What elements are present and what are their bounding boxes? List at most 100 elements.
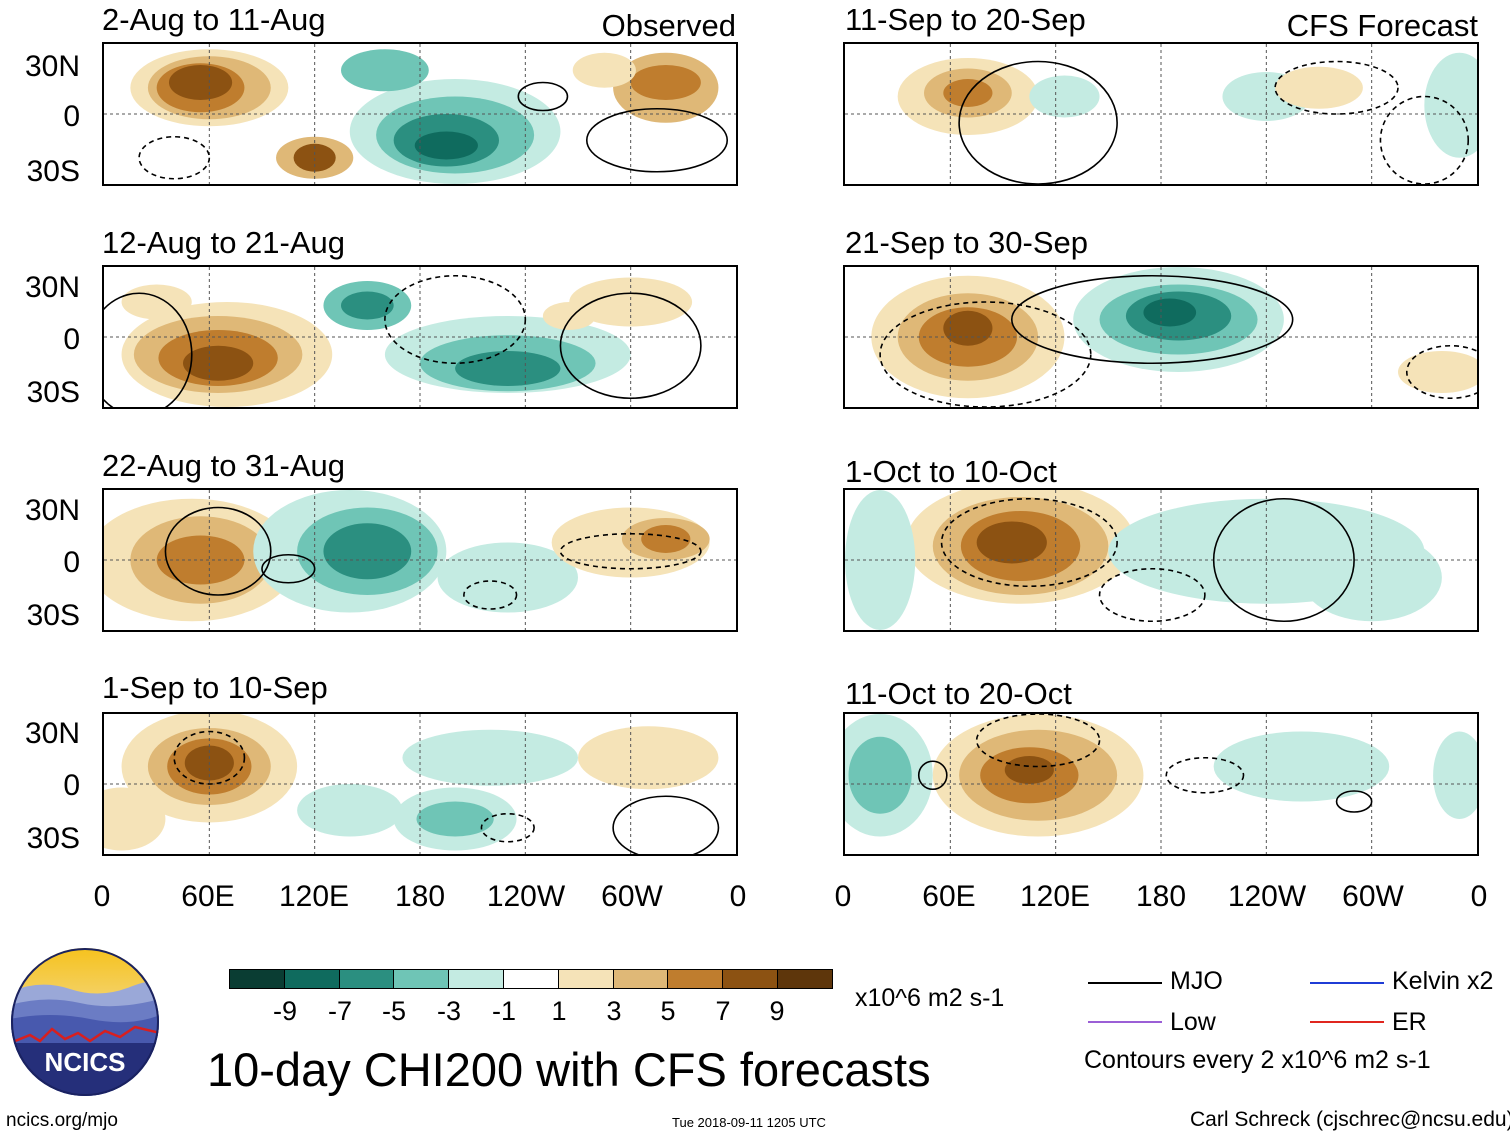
anomaly-shading <box>848 736 912 814</box>
mjo-contour <box>559 292 702 400</box>
panel-title: 1-Sep to 10-Sep <box>102 670 328 705</box>
anomaly-shading <box>1213 731 1390 802</box>
lat-label: 0 <box>63 100 80 133</box>
panel-title: 11-Sep to 20-Sep <box>845 2 1086 37</box>
mjo-contour <box>1405 344 1477 400</box>
mjo-contour <box>164 506 272 596</box>
colorbar-swatch <box>667 969 724 989</box>
panel-label: CFS Forecast <box>1286 8 1478 43</box>
anomaly-shading <box>168 65 233 100</box>
anomaly-shading <box>1004 756 1054 784</box>
anomaly-shading <box>578 726 719 790</box>
lat-label: 30S <box>26 599 80 632</box>
anomaly-shading <box>943 79 993 107</box>
lat-label: 30N <box>24 50 80 83</box>
colorbar-tick: -7 <box>327 996 352 1026</box>
anomaly-shading <box>402 729 578 786</box>
anomaly-shading <box>104 787 166 851</box>
map-svg <box>845 267 1477 407</box>
mjo-contour <box>261 553 316 584</box>
colorbar-swatch <box>777 969 833 989</box>
mjo-contour <box>1274 60 1399 115</box>
anomaly-shading <box>455 351 561 386</box>
panel-title: 12-Aug to 21-Aug <box>102 225 346 260</box>
colorbar-tick: 7 <box>715 996 731 1026</box>
logo-text: NCICS <box>45 1047 126 1077</box>
footer-timestamp: Tue 2018-09-11 1205 UTC <box>672 1115 826 1130</box>
logo-icon: NCICS <box>11 948 159 1096</box>
legend-line-low <box>1088 1021 1162 1023</box>
anomaly-shading <box>121 284 192 320</box>
map-svg <box>845 490 1477 630</box>
mjo-contour <box>1335 790 1373 813</box>
mjo-contour <box>480 812 535 843</box>
anomaly-shading <box>323 523 412 580</box>
anomaly-shading <box>1398 351 1477 393</box>
colorbar-tick: 1 <box>551 996 567 1026</box>
legend-label-mjo: MJO <box>1170 967 1223 995</box>
map-svg <box>845 44 1477 184</box>
panel-title: 22-Aug to 31-Aug <box>102 448 346 483</box>
lon-label: 180 <box>1135 880 1187 913</box>
legend-line-mjo <box>1088 982 1162 984</box>
anomaly-shading <box>1301 533 1442 622</box>
panel-title: 11-Oct to 20-Oct <box>845 676 1072 711</box>
panel-label: Observed <box>601 8 736 43</box>
anomaly-shading <box>293 143 336 172</box>
colorbar-swatch <box>393 969 450 989</box>
anomaly-shading <box>416 801 494 837</box>
ncics-logo: NCICS <box>10 947 160 1097</box>
anomaly-shading <box>1433 731 1477 819</box>
mjo-contour <box>104 292 193 407</box>
map-observed-2 <box>102 265 738 409</box>
lat-label: 0 <box>63 769 80 802</box>
lat-label: 0 <box>63 323 80 356</box>
colorbar-swatch <box>503 969 559 989</box>
panel-title: 2-Aug to 11-Aug <box>102 2 326 37</box>
map-observed-3 <box>102 488 738 632</box>
anomaly-shading <box>341 291 394 320</box>
lat-label: 30S <box>26 376 80 409</box>
mjo-contour <box>1010 274 1294 365</box>
lon-label: 0 <box>729 880 747 913</box>
anomaly-shading <box>845 490 916 630</box>
map-svg <box>104 267 736 407</box>
mjo-contour <box>940 497 1118 588</box>
colorbar-swatch <box>283 969 340 989</box>
mjo-contour <box>917 760 948 791</box>
legend-contour-note: Contours every 2 x10^6 m2 s-1 <box>1084 1046 1431 1074</box>
map-svg <box>104 44 736 184</box>
legend-line-kelvin <box>1310 982 1384 984</box>
legend-line-er <box>1310 1021 1384 1023</box>
mjo-contour <box>585 107 729 173</box>
lon-label: 120W <box>1227 880 1307 913</box>
lat-label: 30S <box>26 155 80 188</box>
lon-label: 120E <box>278 880 350 913</box>
legend-label-low: Low <box>1170 1008 1216 1036</box>
mjo-contour <box>559 532 702 570</box>
anomaly-shading <box>183 345 254 381</box>
anomaly-shading <box>569 277 693 327</box>
mjo-contour <box>1212 497 1355 623</box>
lon-label: 60E <box>922 880 976 913</box>
colorbar-tick: -9 <box>272 996 297 1026</box>
lon-label: 180 <box>394 880 446 913</box>
map-forecast-2 <box>843 265 1479 409</box>
map-svg <box>104 490 736 630</box>
colorbar-swatch <box>448 969 504 989</box>
colorbar-swatch <box>338 969 395 989</box>
lon-label: 60W <box>1342 880 1404 913</box>
main-title: 10-day CHI200 with CFS forecasts <box>207 1043 931 1096</box>
colorbar-tick: -1 <box>491 996 516 1026</box>
anomaly-shading <box>1275 66 1363 109</box>
map-forecast-4 <box>843 712 1479 856</box>
map-observed-1 <box>102 42 738 186</box>
anomaly-shading <box>630 65 701 100</box>
lon-label: 120W <box>486 880 566 913</box>
lon-label: 120E <box>1019 880 1091 913</box>
map-forecast-1 <box>843 42 1479 186</box>
mjo-contour <box>958 60 1118 184</box>
colorbar-tick: 3 <box>606 996 622 1026</box>
footer-author: Carl Schreck (cjschrec@ncsu.edu) <box>1190 1108 1510 1131</box>
mjo-contour <box>463 580 518 610</box>
